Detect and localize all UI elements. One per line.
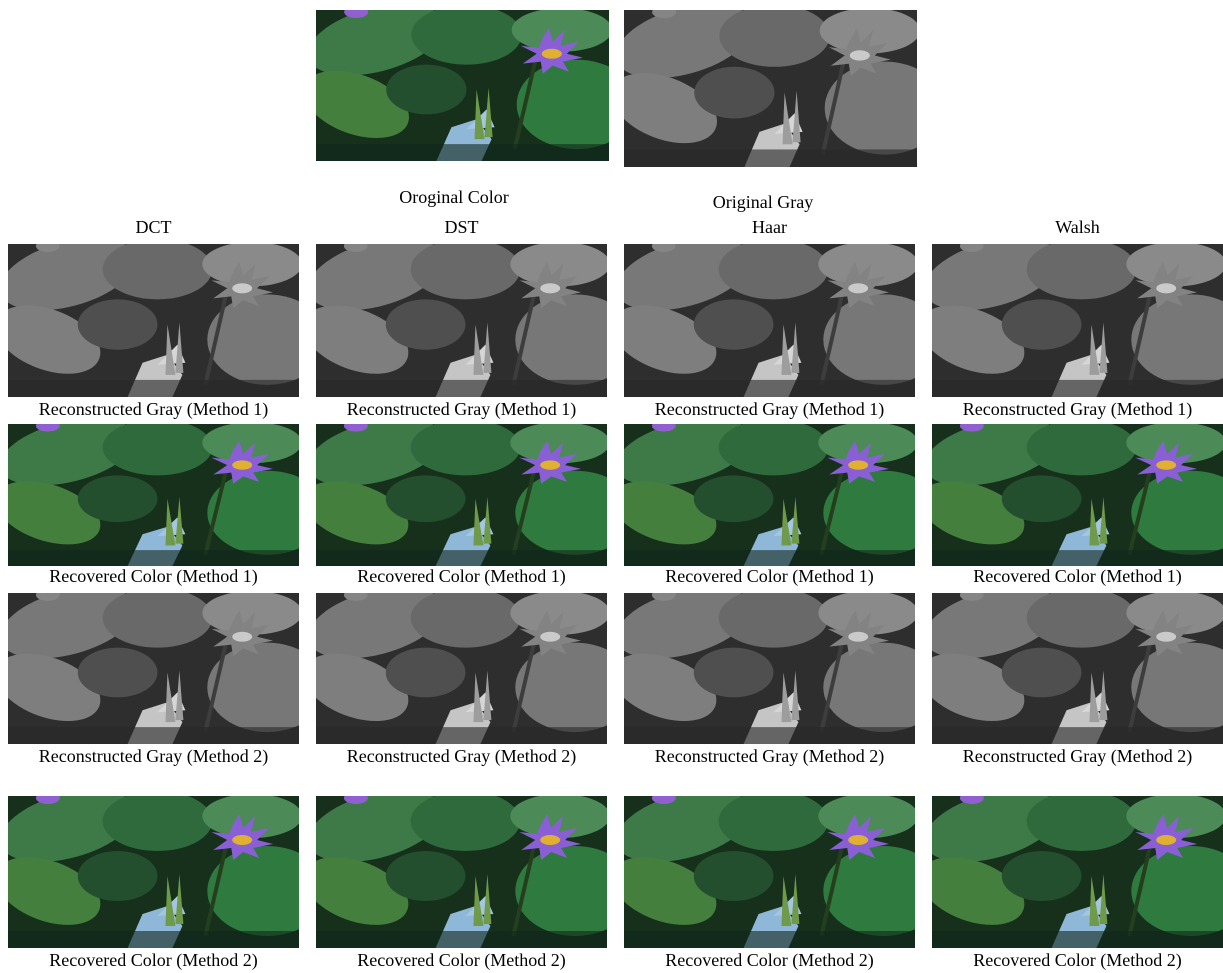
gray-image <box>910 225 1223 397</box>
original-color-image <box>294 0 637 161</box>
image-caption: Reconstructed Gray (Method 2) <box>347 746 576 767</box>
column-header: Walsh <box>1055 217 1100 237</box>
caption: Oroginal Color <box>399 187 509 207</box>
image-caption: Recovered Color (Method 1) <box>357 566 565 587</box>
image-caption: Reconstructed Gray (Method 1) <box>655 399 884 420</box>
color-image <box>294 777 635 948</box>
gray-image <box>602 574 943 744</box>
image-caption: Reconstructed Gray (Method 1) <box>347 399 576 420</box>
original-gray-image <box>602 0 945 167</box>
column-header: DST <box>444 217 478 237</box>
gray-image <box>910 574 1223 744</box>
image-caption: Recovered Color (Method 2) <box>357 950 565 971</box>
gray-image <box>0 574 327 744</box>
gray-image <box>294 225 635 397</box>
image-caption: Recovered Color (Method 2) <box>973 950 1181 971</box>
color-image <box>602 406 943 566</box>
gray-image <box>294 574 635 744</box>
image-caption: Recovered Color (Method 1) <box>973 566 1181 587</box>
image-caption: Reconstructed Gray (Method 1) <box>963 399 1192 420</box>
image-caption: Recovered Color (Method 2) <box>665 950 873 971</box>
gray-image <box>0 225 327 397</box>
column-header: Haar <box>752 217 787 237</box>
image-caption: Recovered Color (Method 2) <box>49 950 257 971</box>
image-caption: Reconstructed Gray (Method 2) <box>39 746 268 767</box>
color-image <box>294 406 635 566</box>
image-caption: Reconstructed Gray (Method 2) <box>963 746 1192 767</box>
figure: Oroginal Color Original Gray DCT DST Haar W… <box>0 0 1223 973</box>
image-caption: Recovered Color (Method 1) <box>49 566 257 587</box>
color-image <box>910 406 1223 566</box>
color-image <box>910 777 1223 948</box>
caption: Original Gray <box>713 192 813 212</box>
color-image <box>0 777 327 948</box>
column-header: DCT <box>136 217 172 237</box>
image-caption: Reconstructed Gray (Method 2) <box>655 746 884 767</box>
image-caption: Recovered Color (Method 1) <box>665 566 873 587</box>
color-image <box>0 406 327 566</box>
color-image <box>602 777 943 948</box>
image-caption: Reconstructed Gray (Method 1) <box>39 399 268 420</box>
gray-image <box>602 225 943 397</box>
